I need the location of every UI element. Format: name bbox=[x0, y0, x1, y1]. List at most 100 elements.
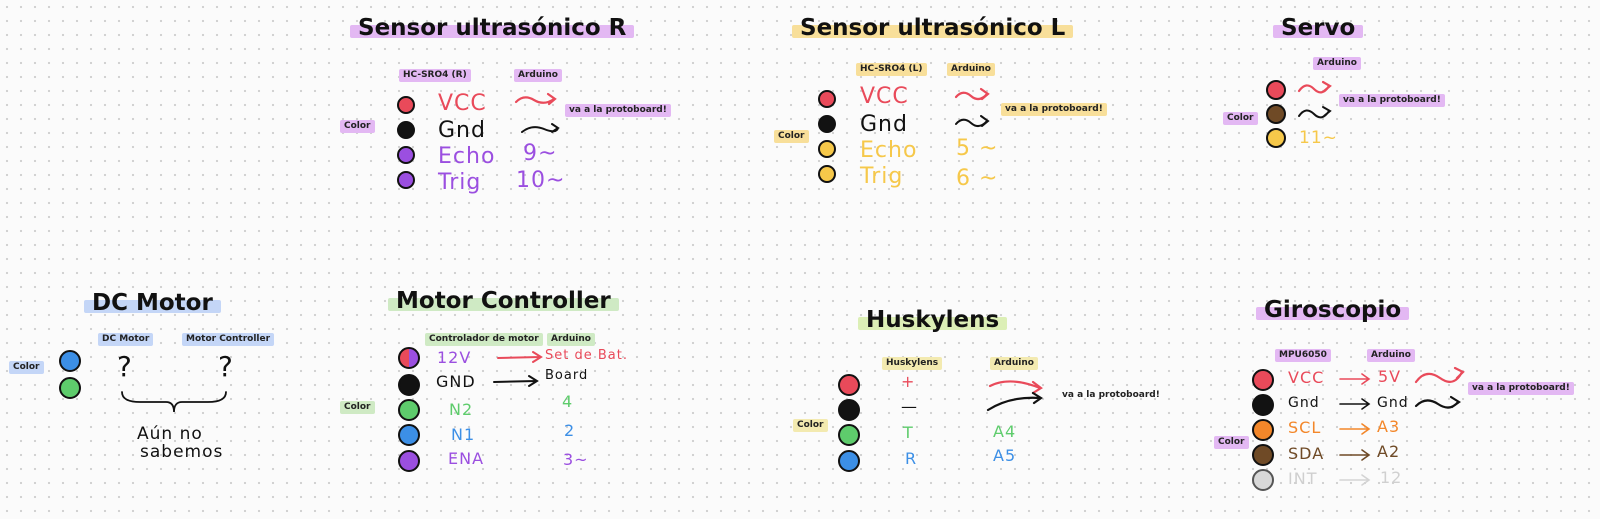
arduino-pin: 4 bbox=[562, 392, 574, 411]
color-dot-gray bbox=[1252, 469, 1274, 491]
pin-name: Trig bbox=[860, 164, 904, 189]
arduino-pin: A4 bbox=[993, 422, 1017, 441]
arduino-pin: 12 bbox=[1380, 468, 1403, 487]
color-dot-green bbox=[838, 424, 860, 446]
arrow-to-protoboard bbox=[1414, 395, 1461, 409]
arrow-right bbox=[1339, 474, 1371, 486]
color-dot-green bbox=[398, 399, 420, 421]
sensor-r-note: va a la protoboard! bbox=[565, 104, 671, 117]
color-dot-purple bbox=[397, 146, 415, 164]
motor-controller-col-controller: Controlador de motor bbox=[425, 333, 543, 346]
arrow-to-protoboard bbox=[1298, 106, 1332, 119]
color-dot-black bbox=[838, 399, 860, 421]
arduino-pin: 6 ~ bbox=[956, 166, 999, 191]
giroscopio-note: va a la protoboard! bbox=[1468, 382, 1574, 395]
color-dot-red bbox=[818, 90, 836, 108]
arduino-pin: 5V bbox=[1378, 367, 1402, 386]
arduino-pin: 11~ bbox=[1299, 128, 1338, 148]
arrow-right bbox=[1339, 449, 1371, 461]
sensor-l-title: Sensor ultrasónico L bbox=[792, 17, 1074, 40]
question-mark: ? bbox=[218, 350, 234, 383]
color-dot-black bbox=[397, 121, 415, 139]
pin-name: Trig bbox=[438, 170, 482, 195]
pin-name: ENA bbox=[448, 449, 485, 468]
pin-name: R bbox=[905, 449, 918, 468]
color-dot-yellow bbox=[818, 140, 836, 158]
pin-name: INT bbox=[1288, 469, 1318, 488]
huskylens-title: Huskylens bbox=[858, 309, 1008, 332]
dc-motor-title: DC Motor bbox=[84, 292, 221, 315]
arduino-pin: 2 bbox=[564, 421, 576, 440]
color-dot-black bbox=[398, 374, 420, 396]
arrow-to-protoboard bbox=[521, 123, 560, 133]
color-dot-green bbox=[59, 377, 81, 399]
arduino-pin: 10~ bbox=[516, 168, 566, 193]
arduino-pin: A2 bbox=[1377, 442, 1401, 461]
arduino-pin: A3 bbox=[1377, 417, 1401, 436]
servo-title: Servo bbox=[1273, 17, 1364, 40]
pin-name: Echo bbox=[438, 144, 496, 169]
arduino-pin: 3~ bbox=[563, 450, 589, 469]
sensor-r-col-sensor: HC-SRO4 (R) bbox=[399, 69, 471, 82]
pin-name: Gnd bbox=[860, 112, 908, 137]
pin-name: VCC bbox=[438, 91, 487, 116]
giroscopio-col-device: MPU6050 bbox=[1275, 349, 1331, 362]
dc-motor-col-controller: Motor Controller bbox=[182, 333, 275, 346]
color-dot-red bbox=[1252, 369, 1274, 391]
arrow-to-protoboard bbox=[955, 115, 990, 127]
arrow-right bbox=[1339, 398, 1371, 410]
pin-name: Gnd bbox=[1288, 395, 1320, 411]
dc-motor-color-label: Color bbox=[9, 361, 44, 374]
color-dot-purple bbox=[398, 450, 420, 472]
sensor-l-col-sensor: HC-SRO4 (L) bbox=[856, 63, 927, 76]
color-dot-red bbox=[397, 96, 415, 114]
color-dot-blue bbox=[838, 450, 860, 472]
color-dot-red-purple bbox=[398, 347, 420, 369]
dc-motor-col-motor: DC Motor bbox=[98, 333, 154, 346]
arrow-to-protoboard bbox=[514, 92, 557, 106]
color-dot-black bbox=[1252, 394, 1274, 416]
color-dot-red bbox=[1266, 80, 1286, 100]
pin-name: VCC bbox=[1288, 368, 1325, 387]
color-dot-blue bbox=[59, 350, 81, 372]
arrow-to-protoboard bbox=[988, 380, 1043, 395]
pin-name: N2 bbox=[449, 400, 474, 419]
servo-col-arduino: Arduino bbox=[1313, 57, 1361, 70]
pin-name: 12V bbox=[437, 348, 472, 367]
dc-motor-note: sabemos bbox=[140, 442, 224, 462]
arrow-to-protoboard bbox=[954, 87, 990, 101]
servo-note: va a la protoboard! bbox=[1339, 94, 1445, 107]
arrow-right bbox=[1339, 373, 1371, 385]
arduino-pin: A5 bbox=[993, 446, 1017, 465]
arrow-to-protoboard bbox=[1297, 80, 1332, 94]
color-dot-black bbox=[818, 115, 836, 133]
pin-name: N1 bbox=[451, 425, 476, 444]
motor-controller-color-label: Color bbox=[340, 401, 375, 414]
pin-name: Echo bbox=[860, 138, 918, 163]
motor-controller-title: Motor Controller bbox=[388, 290, 619, 313]
pin-name: SDA bbox=[1288, 444, 1325, 463]
arrow-right bbox=[497, 351, 543, 363]
color-dot-yellow bbox=[1266, 128, 1286, 148]
sensor-l-color-label: Color bbox=[774, 130, 809, 143]
sensor-r-col-arduino: Arduino bbox=[514, 69, 562, 82]
color-dot-brown bbox=[1266, 104, 1286, 124]
pin-name: GND bbox=[436, 372, 476, 391]
giroscopio-col-arduino: Arduino bbox=[1367, 349, 1415, 362]
arrow-right bbox=[493, 375, 539, 387]
color-dot-orange bbox=[1252, 419, 1274, 441]
pin-name: — bbox=[901, 397, 918, 416]
servo-color-label: Color bbox=[1223, 112, 1258, 125]
pin-name: SCL bbox=[1288, 418, 1322, 437]
color-dot-brown bbox=[1252, 444, 1274, 466]
color-dot-yellow bbox=[818, 165, 836, 183]
color-dot-blue bbox=[398, 424, 420, 446]
arduino-pin: Set de Bat. bbox=[545, 348, 628, 363]
arduino-pin: 9~ bbox=[523, 141, 558, 166]
sensor-r-title: Sensor ultrasónico R bbox=[350, 17, 635, 40]
giroscopio-title: Giroscopio bbox=[1256, 299, 1410, 322]
huskylens-color-label: Color bbox=[793, 419, 828, 432]
arrow-to-protoboard bbox=[986, 391, 1043, 412]
sensor-r-color-label: Color bbox=[340, 120, 375, 133]
arrow-right bbox=[1339, 423, 1371, 435]
